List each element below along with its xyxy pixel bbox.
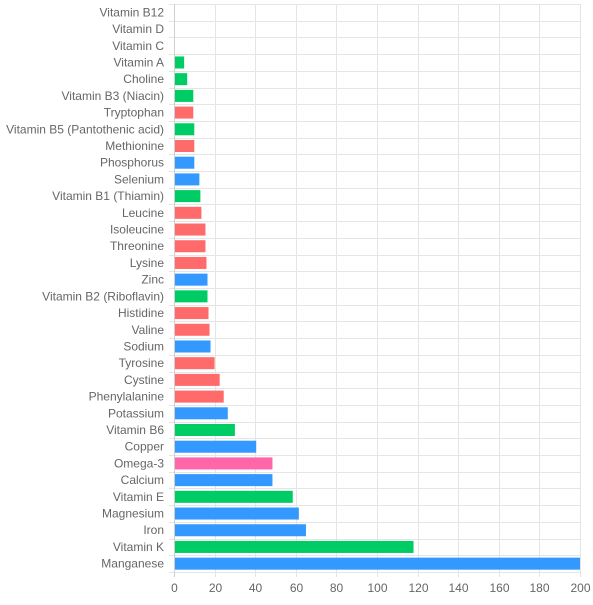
bar	[175, 206, 202, 219]
bar	[175, 490, 293, 503]
x-tick-label: 80	[330, 581, 344, 595]
bar	[175, 474, 273, 487]
bar	[175, 123, 195, 136]
category-label: Manganese	[101, 557, 164, 571]
category-label-layer: Vitamin B12 Vitamin D Vitamin C Vitamin A Ch…	[6, 5, 164, 570]
category-label: Phosphorus	[100, 156, 164, 170]
bar	[175, 290, 208, 303]
x-tick-label: 40	[249, 581, 263, 595]
category-label: Zinc	[141, 273, 164, 287]
bar	[175, 256, 207, 269]
bar	[175, 273, 208, 286]
category-label: Choline	[123, 72, 164, 86]
category-label: Vitamin C	[112, 39, 164, 53]
category-label: Potassium	[108, 406, 164, 420]
category-label: Selenium	[114, 172, 164, 186]
bar	[175, 440, 257, 453]
bar	[175, 223, 206, 236]
category-label: Histidine	[118, 306, 164, 320]
bar	[175, 357, 215, 370]
x-tick-label: 60	[290, 581, 304, 595]
x-tick-label: 20	[209, 581, 223, 595]
category-label: Magnesium	[102, 507, 164, 521]
category-label: Copper	[125, 440, 164, 454]
category-label: Vitamin B12	[100, 5, 165, 19]
category-label: Isoleucine	[110, 223, 164, 237]
bar	[175, 156, 195, 169]
category-label: Iron	[143, 523, 164, 537]
bar	[175, 56, 185, 69]
category-label: Sodium	[123, 339, 164, 353]
bar	[175, 457, 273, 470]
x-tick-label: 200	[570, 581, 590, 595]
category-label: Threonine	[110, 239, 164, 253]
category-label: Vitamin B1 (Thiamin)	[52, 189, 164, 203]
x-tick-label: 140	[448, 581, 468, 595]
bar	[175, 423, 235, 437]
category-label: Phenylalanine	[89, 390, 165, 404]
category-label: Vitamin K	[113, 540, 164, 554]
bar	[175, 89, 194, 102]
bar	[175, 190, 201, 203]
category-label: Leucine	[122, 206, 164, 220]
category-label: Vitamin E	[113, 490, 164, 504]
category-label: Tryptophan	[104, 106, 164, 120]
bar-layer	[175, 56, 580, 570]
bar	[175, 557, 580, 570]
category-label: Tyrosine	[119, 356, 165, 370]
category-label: Vitamin B2 (Riboflavin)	[42, 289, 164, 303]
bar	[175, 240, 206, 253]
bar	[175, 73, 188, 86]
category-label: Lysine	[130, 256, 165, 270]
x-tick-label: 120	[408, 581, 428, 595]
category-label: Vitamin B6	[106, 423, 164, 437]
bar	[175, 407, 228, 420]
bar	[175, 373, 220, 386]
category-label: Methionine	[105, 139, 164, 153]
category-label: Calcium	[121, 473, 164, 487]
bar	[175, 390, 224, 403]
category-label: Vitamin B5 (Pantothenic acid)	[6, 122, 164, 136]
category-label: Vitamin D	[112, 22, 164, 36]
bar	[175, 307, 209, 320]
bar	[175, 139, 195, 153]
category-label: Valine	[132, 323, 165, 337]
bar	[175, 340, 211, 353]
category-label: Omega-3	[114, 456, 164, 470]
category-label: Cystine	[124, 373, 164, 387]
category-label: Vitamin B3 (Niacin)	[62, 89, 164, 103]
x-tick-label: 0	[171, 581, 178, 595]
x-tick-layer: 0 20 40 60 80 100 120 140 160 180 200	[171, 581, 591, 595]
x-tick-label: 100	[367, 581, 387, 595]
bar	[175, 540, 414, 553]
bar	[175, 106, 194, 119]
bar	[175, 524, 306, 537]
bar	[175, 173, 200, 186]
x-tick-label: 160	[489, 581, 509, 595]
bar	[175, 507, 299, 520]
bar	[175, 323, 210, 336]
category-label: Vitamin A	[114, 55, 164, 69]
x-tick-label: 180	[529, 581, 549, 595]
